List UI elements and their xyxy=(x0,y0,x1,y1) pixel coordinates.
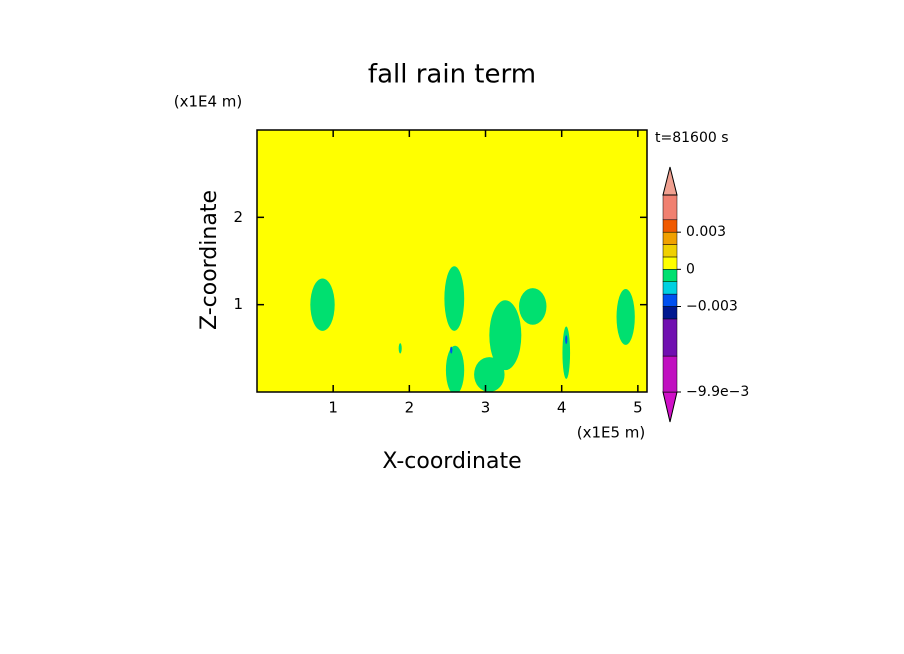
colorbar-segment xyxy=(662,256,678,270)
colorbar-segment xyxy=(662,194,678,221)
y-axis-label: Z-coordinate xyxy=(197,190,222,330)
y-tick-label: 1 xyxy=(233,295,243,313)
colorbar-tick-label: −0.003 xyxy=(686,299,738,315)
colorbar-tick-label: 0 xyxy=(686,261,695,277)
x-tick-label: 5 xyxy=(633,399,643,417)
colorbar-tick-label: −9.9e−3 xyxy=(686,384,749,400)
field-patch xyxy=(616,288,635,345)
field-patch xyxy=(562,326,571,379)
colorbar-segment xyxy=(662,306,678,320)
colorbar-segment xyxy=(662,231,678,245)
x-tick-label: 4 xyxy=(557,399,567,417)
colorbar-segment xyxy=(662,355,678,393)
field-patch xyxy=(444,266,465,331)
x-tick-label: 2 xyxy=(405,399,415,417)
field-patch xyxy=(519,288,547,325)
field-patch xyxy=(565,335,568,344)
plot-frame xyxy=(256,129,648,393)
y-unit: (x1E4 m) xyxy=(174,93,243,111)
colorbar-segment xyxy=(662,244,678,258)
colorbar-segment xyxy=(662,269,678,282)
y-tick-label: 2 xyxy=(233,208,243,226)
time-label: t=81600 s xyxy=(655,130,729,146)
colorbar-segment xyxy=(662,219,678,233)
colorbar-segment xyxy=(662,318,678,357)
x-axis-label: X-coordinate xyxy=(382,449,521,474)
field-patch xyxy=(474,357,505,392)
colorbar-triangle xyxy=(662,166,678,196)
field-patch xyxy=(310,278,335,331)
x-unit: (x1E5 m) xyxy=(577,424,646,442)
colorbar-tick-label: 0.003 xyxy=(686,224,726,240)
field-patch xyxy=(445,345,465,392)
colorbar-segment xyxy=(662,281,678,295)
field-patch xyxy=(489,300,522,371)
field-patch xyxy=(398,343,402,354)
x-tick-label: 1 xyxy=(328,399,338,417)
chart-title: fall rain term xyxy=(368,60,536,90)
colorbar-segment xyxy=(662,293,678,307)
field-patch xyxy=(450,346,453,354)
x-tick-label: 3 xyxy=(481,399,491,417)
